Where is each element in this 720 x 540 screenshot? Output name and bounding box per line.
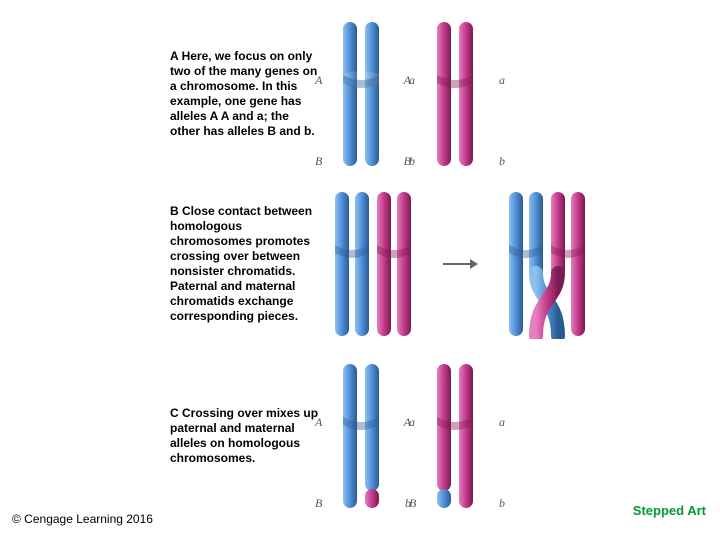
chrom-paired-icon <box>325 189 421 339</box>
label-A-left: A <box>315 73 322 88</box>
chrom-crossover-icon <box>499 189 595 339</box>
caption-b-lead: B <box>170 204 179 218</box>
label-c-A-left: A <box>315 415 322 430</box>
panel-b: B Close contact between homologous chrom… <box>170 184 710 344</box>
label-a-right: a <box>499 73 505 88</box>
label-b-left: b <box>409 154 415 169</box>
label-c-b-right2: b <box>499 496 505 511</box>
label-c-a-left: a <box>409 415 415 430</box>
panel-a: A Here, we focus on only two of the many… <box>170 14 710 174</box>
caption-b: B Close contact between homologous chrom… <box>170 204 325 324</box>
diagram-a: A A B B a a b b <box>325 19 495 169</box>
chrom-a-blue: A A B B <box>325 19 401 169</box>
panel-c: C Crossing over mixes up paternal and ma… <box>170 356 710 516</box>
chrom-b-cross <box>499 189 595 339</box>
chrom-c-pink: a a B b <box>419 361 495 511</box>
chrom-pink-icon <box>419 19 495 169</box>
chrom-c-pink-icon <box>419 361 495 511</box>
label-c-a-right: a <box>499 415 505 430</box>
caption-c-text: Crossing over mixes up paternal and mate… <box>170 406 318 465</box>
chrom-c-blue: A A B b <box>325 361 401 511</box>
caption-a: A Here, we focus on only two of the many… <box>170 49 325 139</box>
diagram-b <box>325 189 595 339</box>
chrom-blue-icon <box>325 19 401 169</box>
label-c-B-left: B <box>315 496 322 511</box>
caption-c: C Crossing over mixes up paternal and ma… <box>170 406 325 466</box>
caption-c-lead: C <box>170 406 179 420</box>
caption-a-text: Here, we focus on only two of the many g… <box>170 49 317 138</box>
diagram-c: A A B b a a B b <box>325 361 495 511</box>
stepped-art-label: Stepped Art <box>633 503 706 518</box>
chrom-c-blue-icon <box>325 361 401 511</box>
label-B-left: B <box>315 154 322 169</box>
caption-a-lead: A <box>170 49 178 63</box>
copyright-text: © Cengage Learning 2016 <box>12 512 153 526</box>
label-b-right: b <box>499 154 505 169</box>
label-a-left: a <box>409 73 415 88</box>
caption-b-text: Close contact between homologous chromos… <box>170 204 312 323</box>
label-c-B-left2: B <box>409 496 416 511</box>
chrom-a-pink: a a b b <box>419 19 495 169</box>
chrom-b-pair <box>325 189 421 339</box>
arrow-icon <box>443 263 477 265</box>
